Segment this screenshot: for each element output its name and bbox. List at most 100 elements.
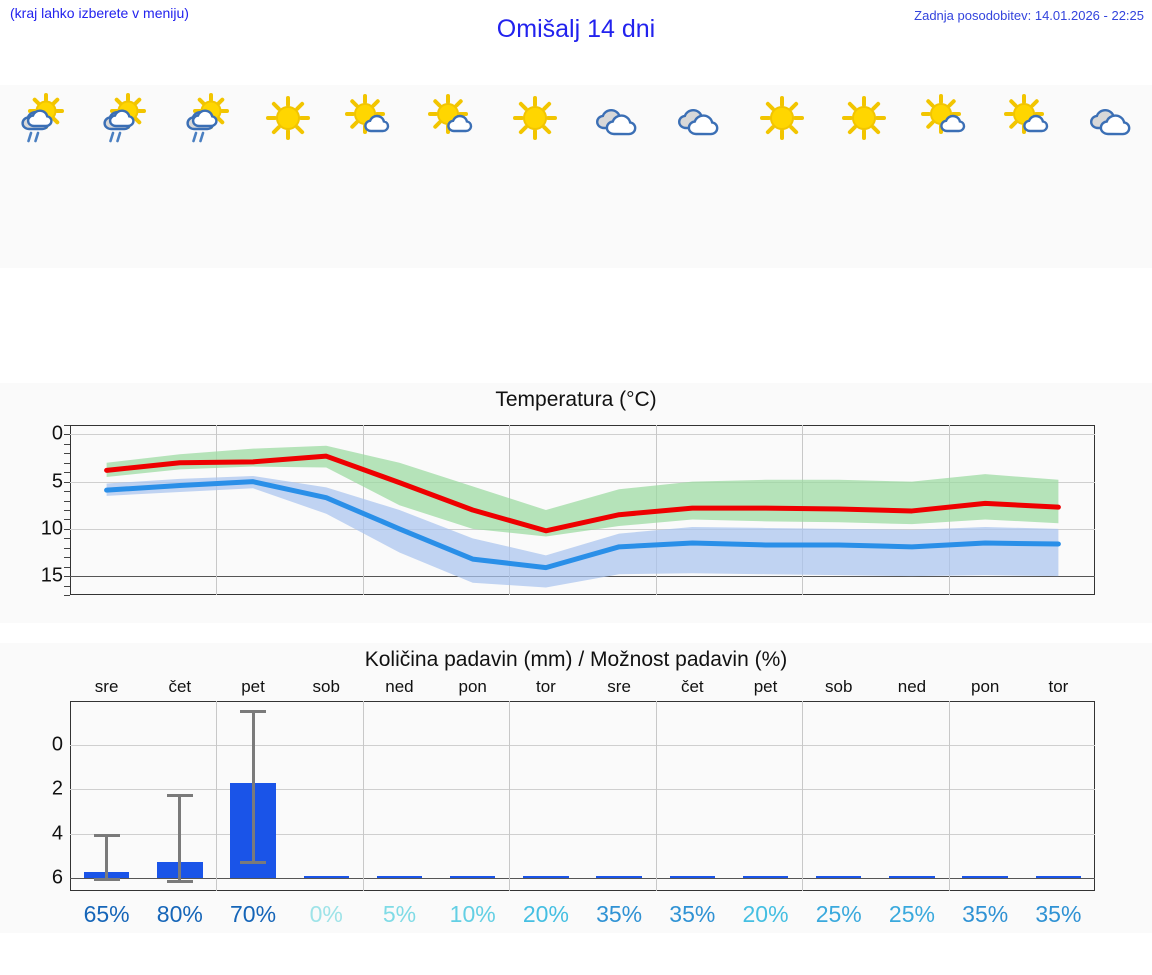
temperature-plot: 15 10 5 0 xyxy=(41,423,1095,596)
precipitation-vertical-gridline xyxy=(802,701,804,891)
temperature-y-axis-label: 5 xyxy=(51,470,63,493)
cloudy-icon xyxy=(1082,93,1140,145)
precipitation-vertical-gridline xyxy=(362,701,364,891)
temperature-axis-tick xyxy=(64,472,70,474)
sun-cloud-rain-icon xyxy=(94,93,152,145)
precipitation-vertical-gridline xyxy=(509,701,511,891)
cloudy-icon xyxy=(588,93,646,145)
precipitation-bar xyxy=(816,876,862,878)
last-update-text: Zadnja posodobitev: 14.01.2026 - 22:25 xyxy=(914,8,1144,23)
precipitation-day-label: pon xyxy=(458,677,487,696)
precipitation-y-axis-label: 2 xyxy=(51,777,63,800)
precipitation-probability-label: 5% xyxy=(382,901,417,927)
precipitation-day-label: ned xyxy=(897,677,927,696)
precipitation-day-label: pon xyxy=(970,677,1000,696)
precipitation-bar xyxy=(596,876,642,878)
temperature-axis-tick xyxy=(64,481,70,483)
page-title: Omišalj 14 dni xyxy=(496,15,656,43)
forecast-day-column xyxy=(329,85,411,268)
precipitation-plot-frame xyxy=(70,701,1095,891)
error-bar-lower-cap xyxy=(240,861,267,865)
forecast-day-column xyxy=(576,85,658,268)
temperature-axis-tick xyxy=(64,500,70,502)
page-header: (kraj lahko izberete v meniju) Omišalj 1… xyxy=(0,0,1152,85)
min-temperature-line xyxy=(104,479,1061,571)
temperature-chart-title: Temperatura (°C) xyxy=(495,388,657,411)
temperature-gridline xyxy=(70,434,1095,436)
precipitation-day-label: pet xyxy=(241,677,265,696)
forecast-day-column xyxy=(82,85,164,268)
error-bar-lower-cap xyxy=(166,879,193,883)
precipitation-error-bar xyxy=(105,833,109,878)
temperature-axis-tick xyxy=(64,576,70,578)
precipitation-y-axis-label: 4 xyxy=(51,822,63,845)
forecast-day-column xyxy=(494,85,576,268)
precipitation-bar xyxy=(303,876,349,878)
precipitation-bar xyxy=(449,876,496,878)
sun-icon xyxy=(506,93,564,145)
precipitation-probability-label: 35% xyxy=(669,901,716,927)
temperature-axis-tick xyxy=(64,491,70,493)
precipitation-gridline xyxy=(70,877,1095,879)
precipitation-bar xyxy=(1035,876,1082,878)
temperature-axis-tick xyxy=(64,434,70,436)
sun-small-cloud-icon xyxy=(424,93,482,145)
precipitation-bar xyxy=(962,876,1008,878)
precipitation-bar xyxy=(523,876,569,878)
precipitation-y-axis-label: 6 xyxy=(51,866,63,889)
temperature-axis-tick xyxy=(64,443,70,445)
precipitation-day-label: sre xyxy=(607,677,631,696)
precipitation-day-label: ned xyxy=(385,677,414,696)
temperature-axis-tick xyxy=(64,528,70,530)
precipitation-day-label: pet xyxy=(753,677,778,696)
precipitation-probability-label: 25% xyxy=(888,901,935,927)
temperature-y-axis-label: 0 xyxy=(51,422,63,445)
temperature-axis-tick xyxy=(64,557,70,559)
menu-hint: (kraj lahko izberete v meniju) xyxy=(10,5,189,21)
precipitation-probability-label: 70% xyxy=(230,901,277,927)
precipitation-probability-label: 35% xyxy=(962,901,1009,927)
sun-icon xyxy=(753,93,811,145)
temperature-axis-tick xyxy=(64,453,70,455)
temperature-axis-tick xyxy=(64,566,70,568)
precipitation-day-label: čet xyxy=(680,677,704,696)
error-bar-upper-cap xyxy=(166,793,193,797)
precipitation-plot: 6 4 2 0 xyxy=(52,701,1095,891)
forecast-day-column xyxy=(905,85,987,268)
precipitation-probability-label: 10% xyxy=(449,901,496,927)
forecast-day-column xyxy=(823,85,905,268)
precipitation-bar xyxy=(742,876,789,878)
precipitation-probability-label: 35% xyxy=(1035,901,1082,927)
precipitation-error-bar xyxy=(251,709,255,862)
max-temperature-line xyxy=(104,453,1061,534)
sun-small-cloud-icon xyxy=(917,93,975,145)
precipitation-vertical-gridline xyxy=(948,701,950,891)
precipitation-probability-label: 65% xyxy=(83,901,130,927)
forecast-day-column xyxy=(658,85,740,268)
temperature-y-axis-label: 15 xyxy=(40,564,63,587)
sun-small-cloud-icon xyxy=(1000,93,1058,145)
precipitation-chart-section: Količina padavin (mm) / Možnost padavin … xyxy=(0,643,1152,933)
sun-cloud-rain-icon xyxy=(12,93,70,145)
precipitation-probability-label: 20% xyxy=(522,901,569,927)
forecast-day-column xyxy=(411,85,493,268)
forecast-day-column xyxy=(0,85,82,268)
temperature-axis-tick xyxy=(64,547,70,549)
precipitation-probability-label: 20% xyxy=(742,901,789,927)
cloudy-icon xyxy=(670,93,728,145)
precipitation-error-bar xyxy=(178,793,182,880)
sun-icon xyxy=(259,93,317,145)
precipitation-y-axis-label: 0 xyxy=(51,733,63,756)
temperature-axis-tick xyxy=(64,519,70,521)
precipitation-probability-label: 25% xyxy=(815,901,862,927)
precipitation-vertical-gridline xyxy=(216,701,218,891)
precipitation-probability-label: 80% xyxy=(156,901,203,927)
precipitation-day-label: čet xyxy=(168,677,192,696)
precipitation-gridline xyxy=(70,789,1095,791)
error-bar-upper-cap xyxy=(240,709,267,713)
precipitation-day-label: sob xyxy=(825,677,853,696)
max-temperature-band xyxy=(106,445,1059,537)
precipitation-bar xyxy=(376,876,423,878)
precipitation-bar xyxy=(889,876,935,878)
precipitation-bar xyxy=(669,876,716,878)
